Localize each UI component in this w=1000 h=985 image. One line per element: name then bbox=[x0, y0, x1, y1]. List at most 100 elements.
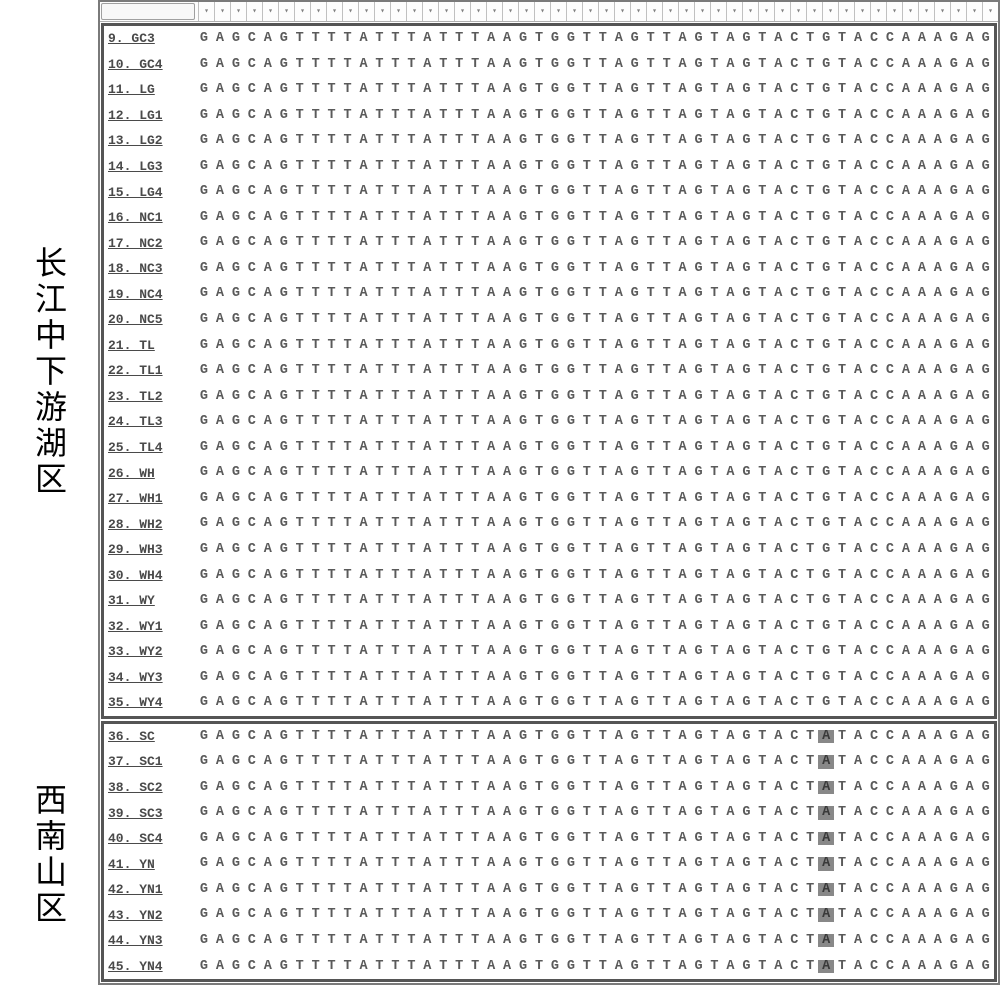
base-cell: C bbox=[882, 755, 898, 769]
base-cell: G bbox=[547, 339, 563, 353]
base-cell: G bbox=[196, 492, 212, 506]
base-cell: A bbox=[962, 134, 978, 148]
base-cell: A bbox=[212, 466, 228, 480]
base-cell: A bbox=[419, 832, 435, 846]
base-cell: T bbox=[754, 58, 770, 72]
base-cell: T bbox=[371, 908, 387, 922]
base-cell: G bbox=[276, 755, 292, 769]
base-cell: A bbox=[770, 185, 786, 199]
base-cell: T bbox=[435, 730, 451, 744]
ruler-tick bbox=[886, 2, 902, 21]
base-cell: T bbox=[531, 645, 547, 659]
base-cell: A bbox=[483, 160, 499, 174]
base-cell: T bbox=[643, 671, 659, 685]
base-cell: G bbox=[196, 364, 212, 378]
base-cell: T bbox=[435, 32, 451, 46]
base-cell: A bbox=[850, 832, 866, 846]
base-cell: A bbox=[850, 236, 866, 250]
base-cell: T bbox=[371, 415, 387, 429]
base-cell: G bbox=[818, 339, 834, 353]
base-cell: T bbox=[595, 313, 611, 327]
base-cell: G bbox=[563, 934, 579, 948]
base-cell: T bbox=[707, 466, 723, 480]
base-cell: T bbox=[308, 908, 324, 922]
base-cell: A bbox=[356, 236, 372, 250]
base-cell: A bbox=[675, 832, 691, 846]
base-cell: T bbox=[387, 492, 403, 506]
base-cell: T bbox=[387, 287, 403, 301]
base-cell: T bbox=[435, 645, 451, 659]
base-cell: T bbox=[643, 730, 659, 744]
base-cell: T bbox=[531, 185, 547, 199]
base-cell: T bbox=[531, 83, 547, 97]
base-cell: G bbox=[196, 236, 212, 250]
base-cell: A bbox=[499, 134, 515, 148]
base-cell: C bbox=[244, 109, 260, 123]
base-cell: G bbox=[515, 441, 531, 455]
base-cell: G bbox=[563, 730, 579, 744]
alignment-container: 长江中下游湖区 西南山区 9. GC3GAGCAGTTTTATTTATTTAAG… bbox=[0, 0, 1000, 985]
base-cell: A bbox=[898, 211, 914, 225]
base-cell: G bbox=[547, 109, 563, 123]
base-cell: A bbox=[356, 492, 372, 506]
base-cell: T bbox=[435, 160, 451, 174]
base-cell: T bbox=[292, 58, 308, 72]
base-cell: T bbox=[707, 730, 723, 744]
base-cell: A bbox=[930, 185, 946, 199]
base-cell: T bbox=[643, 696, 659, 710]
base-cell: T bbox=[467, 466, 483, 480]
base-cell: A bbox=[930, 620, 946, 634]
base-cell: G bbox=[515, 645, 531, 659]
ruler-tick bbox=[646, 2, 662, 21]
base-cell: G bbox=[276, 934, 292, 948]
base-cell: G bbox=[978, 109, 994, 123]
base-cell: A bbox=[914, 934, 930, 948]
base-cell: C bbox=[786, 134, 802, 148]
base-cell: G bbox=[738, 594, 754, 608]
base-cell: G bbox=[228, 806, 244, 820]
base-cell: T bbox=[308, 543, 324, 557]
ruler-tick bbox=[582, 2, 598, 21]
base-cell: T bbox=[643, 569, 659, 583]
base-cell: A bbox=[914, 134, 930, 148]
base-cell: G bbox=[563, 262, 579, 276]
base-cell: A bbox=[898, 832, 914, 846]
base-cell: A bbox=[356, 287, 372, 301]
base-cell: T bbox=[435, 960, 451, 974]
base-cell: G bbox=[547, 32, 563, 46]
base-cell: A bbox=[675, 857, 691, 871]
base-cell: T bbox=[451, 441, 467, 455]
base-cell: T bbox=[579, 934, 595, 948]
base-cell: T bbox=[579, 781, 595, 795]
base-cell: T bbox=[435, 364, 451, 378]
base-cell: T bbox=[451, 83, 467, 97]
base-cell: C bbox=[866, 645, 882, 659]
base-cell: T bbox=[292, 466, 308, 480]
sequence-row: 9. GC3GAGCAGTTTTATTTATTTAAGTGGTTAGTTAGTA… bbox=[104, 26, 994, 52]
base-cell: G bbox=[946, 313, 962, 327]
base-cell: C bbox=[244, 696, 260, 710]
base-cell: G bbox=[276, 160, 292, 174]
base-cell: G bbox=[946, 492, 962, 506]
base-cell: G bbox=[627, 543, 643, 557]
base-cell: A bbox=[818, 755, 834, 769]
base-cell: A bbox=[850, 466, 866, 480]
base-cell: G bbox=[563, 236, 579, 250]
base-cell: G bbox=[691, 671, 707, 685]
base-cell: A bbox=[483, 594, 499, 608]
base-cell: A bbox=[898, 883, 914, 897]
base-cell: T bbox=[643, 211, 659, 225]
base-cell: G bbox=[228, 620, 244, 634]
base-cell: G bbox=[946, 908, 962, 922]
base-cell: A bbox=[850, 696, 866, 710]
base-cell: G bbox=[228, 32, 244, 46]
base-cell: C bbox=[882, 83, 898, 97]
base-cell: G bbox=[228, 236, 244, 250]
base-cell: A bbox=[930, 415, 946, 429]
base-cell: T bbox=[371, 934, 387, 948]
base-cell: A bbox=[260, 262, 276, 276]
base-cell: T bbox=[451, 109, 467, 123]
base-cell: C bbox=[882, 236, 898, 250]
base-cell: A bbox=[419, 211, 435, 225]
base-cell: T bbox=[324, 441, 340, 455]
